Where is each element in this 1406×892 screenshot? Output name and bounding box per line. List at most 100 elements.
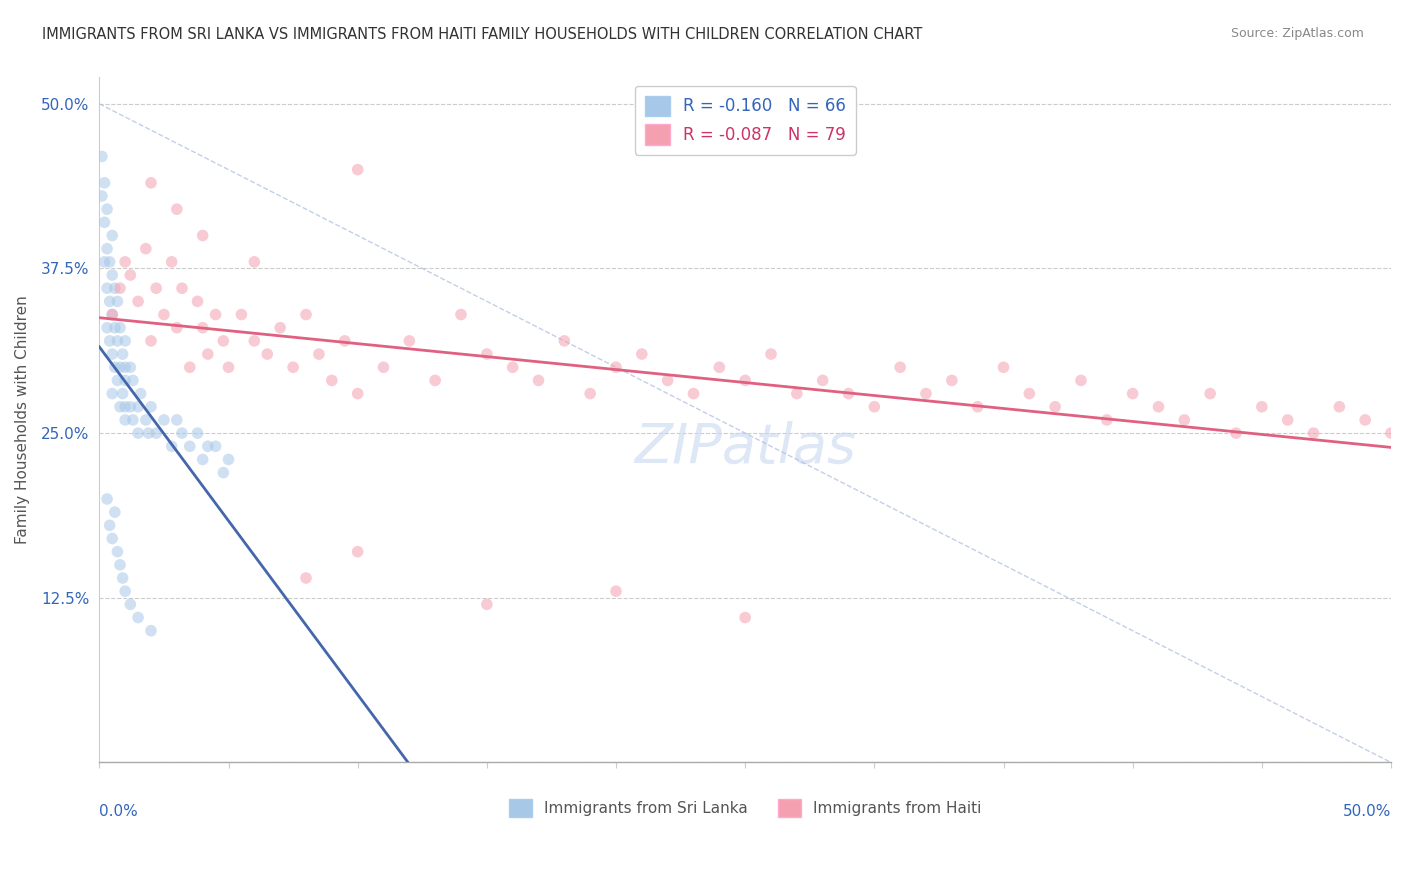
Point — [120, 598, 142, 612]
Point — [197, 439, 219, 453]
Point — [170, 281, 193, 295]
Point — [425, 373, 447, 387]
Point — [186, 294, 208, 309]
Point — [122, 373, 145, 387]
Point — [114, 255, 136, 269]
Point — [139, 624, 162, 638]
Point — [1018, 386, 1040, 401]
Point — [114, 413, 136, 427]
Point — [138, 426, 160, 441]
Point — [212, 334, 235, 348]
Point — [346, 386, 368, 401]
Point — [101, 532, 124, 546]
Point — [346, 544, 368, 558]
Point — [475, 347, 498, 361]
Point — [734, 610, 756, 624]
Point — [111, 347, 134, 361]
Point — [160, 255, 183, 269]
Point — [759, 347, 782, 361]
Point — [837, 386, 859, 401]
Point — [1379, 426, 1402, 441]
Point — [96, 491, 118, 506]
Point — [166, 202, 188, 216]
Point — [373, 360, 395, 375]
Point — [120, 400, 142, 414]
Point — [256, 347, 278, 361]
Point — [101, 228, 124, 243]
Point — [139, 334, 162, 348]
Point — [135, 413, 157, 427]
Point — [1302, 426, 1324, 441]
Point — [1122, 386, 1144, 401]
Point — [139, 400, 162, 414]
Point — [153, 413, 176, 427]
Point — [398, 334, 420, 348]
Point — [212, 466, 235, 480]
Point — [191, 452, 214, 467]
Point — [231, 308, 253, 322]
Point — [1354, 413, 1376, 427]
Point — [104, 505, 127, 519]
Point — [204, 308, 226, 322]
Point — [114, 584, 136, 599]
Point — [269, 320, 291, 334]
Point — [191, 320, 214, 334]
Point — [993, 360, 1015, 375]
Point — [122, 413, 145, 427]
Point — [101, 347, 124, 361]
Point — [160, 439, 183, 453]
Point — [1250, 400, 1272, 414]
Point — [682, 386, 704, 401]
Point — [120, 360, 142, 375]
Point — [127, 400, 149, 414]
Y-axis label: Family Households with Children: Family Households with Children — [15, 295, 30, 544]
Point — [93, 215, 115, 229]
Point — [101, 308, 124, 322]
Point — [243, 334, 266, 348]
Point — [101, 308, 124, 322]
Point — [204, 439, 226, 453]
Point — [218, 452, 240, 467]
Point — [127, 426, 149, 441]
Point — [153, 308, 176, 322]
Point — [114, 400, 136, 414]
Point — [308, 347, 330, 361]
Point — [101, 268, 124, 282]
Legend: Immigrants from Sri Lanka, Immigrants from Haiti: Immigrants from Sri Lanka, Immigrants fr… — [502, 792, 988, 823]
Point — [108, 360, 131, 375]
Point — [1225, 426, 1247, 441]
Point — [605, 360, 627, 375]
Point — [502, 360, 524, 375]
Point — [101, 386, 124, 401]
Point — [630, 347, 652, 361]
Point — [179, 439, 201, 453]
Text: ZIPatlas: ZIPatlas — [634, 421, 856, 474]
Point — [104, 360, 127, 375]
Point — [170, 426, 193, 441]
Point — [98, 334, 121, 348]
Point — [104, 320, 127, 334]
Point — [108, 400, 131, 414]
Point — [333, 334, 356, 348]
Point — [96, 242, 118, 256]
Point — [1095, 413, 1118, 427]
Point — [295, 571, 318, 585]
Point — [191, 228, 214, 243]
Point — [127, 294, 149, 309]
Point — [1070, 373, 1092, 387]
Point — [475, 598, 498, 612]
Text: 50.0%: 50.0% — [1343, 804, 1391, 819]
Point — [1199, 386, 1222, 401]
Point — [96, 320, 118, 334]
Point — [186, 426, 208, 441]
Point — [786, 386, 808, 401]
Point — [93, 176, 115, 190]
Point — [129, 386, 152, 401]
Point — [127, 610, 149, 624]
Point — [98, 518, 121, 533]
Point — [295, 308, 318, 322]
Point — [114, 334, 136, 348]
Point — [96, 281, 118, 295]
Point — [107, 544, 129, 558]
Point — [145, 281, 167, 295]
